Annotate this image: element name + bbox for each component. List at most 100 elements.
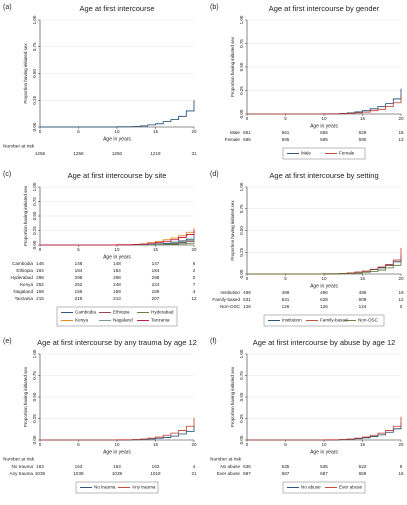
x-tick-label: 15 (153, 247, 159, 252)
x-tick-label: 5 (284, 442, 287, 447)
y-axis-label: Proportion having initiated sex (230, 36, 235, 97)
y-tick-label: 0.25 (239, 414, 244, 423)
risk-value: 184 (152, 268, 160, 273)
risk-value: 159 (36, 289, 44, 294)
risk-value: 1018 (150, 471, 161, 476)
risk-value: 535 (282, 464, 290, 469)
y-tick-label: 0.50 (239, 392, 244, 401)
y-axis-label: Proportion having initiated sex (230, 200, 235, 261)
legend-label: Cambodia (75, 310, 96, 315)
risk-value: 535 (243, 464, 251, 469)
risk-value: 687 (320, 471, 328, 476)
chart-title: Age at first intercourse by setting (269, 171, 378, 180)
risk-row-name: No trauma (12, 464, 34, 469)
risk-value: 535 (320, 464, 328, 469)
risk-value: 163 (152, 464, 160, 469)
y-axis-label: Proportion having initiated sex (23, 185, 28, 246)
x-tick-label: 0 (39, 442, 42, 447)
chart-title: Age at first intercourse by gender (269, 4, 380, 13)
risk-value: 1250 (112, 151, 123, 156)
risk-value: 499 (282, 290, 290, 295)
chart-title: Age at first intercourse (79, 4, 154, 13)
risk-value: 18 (398, 130, 404, 135)
x-tick-label: 0 (246, 276, 249, 281)
legend-box (75, 481, 159, 494)
risk-value: 1039 (73, 471, 84, 476)
legend-label: Male (301, 151, 311, 156)
risk-value: 163 (36, 464, 44, 469)
y-tick-label: 0.50 (239, 62, 244, 71)
y-tick-label: 0.75 (32, 42, 37, 51)
x-axis-label: Age in years (310, 283, 338, 289)
x-tick-label: 15 (153, 442, 159, 447)
risk-value: 148 (75, 261, 83, 266)
risk-value: 163 (75, 464, 83, 469)
risk-value: 184 (36, 268, 44, 273)
x-tick-label: 15 (153, 129, 159, 134)
risk-value: 609 (359, 297, 367, 302)
y-tick-label: 0.00 (239, 109, 244, 118)
y-tick-label: 0.25 (32, 95, 37, 104)
risk-title: Number at risk (3, 143, 35, 149)
legend-label: Family-based (320, 318, 348, 323)
risk-value: 148 (113, 261, 121, 266)
survival-line (40, 100, 195, 128)
risk-value: 163 (113, 464, 121, 469)
x-tick-label: 10 (114, 247, 120, 252)
legend-label: Hyderabad (151, 310, 174, 315)
risk-value: 655 (320, 130, 328, 135)
y-tick-label: 0.75 (239, 204, 244, 213)
y-tick-label: 0.50 (32, 69, 37, 78)
risk-value: 595 (320, 137, 328, 142)
y-tick-label: 0.75 (32, 197, 37, 206)
risk-value: 207 (152, 296, 160, 301)
chart-title: Age at first intercourse by any trauma b… (37, 338, 197, 347)
x-tick-label: 5 (77, 129, 80, 134)
risk-value: 1039 (35, 471, 46, 476)
risk-value: 499 (243, 290, 251, 295)
risk-row-name: Ethiopia (16, 268, 33, 273)
y-axis-label: Proportion having initiated sex (230, 366, 235, 427)
y-tick-label: 1.00 (32, 349, 37, 358)
legend-label: Tanzania (151, 318, 170, 323)
legend-box (282, 481, 366, 494)
risk-value: 7 (193, 282, 196, 287)
legend-label: Ever abuse (339, 485, 363, 490)
risk-value: 159 (75, 289, 83, 294)
risk-value: 215 (36, 296, 44, 301)
risk-value: 661 (243, 130, 251, 135)
panel-label: (f) (210, 338, 217, 345)
risk-value: 12 (191, 296, 197, 301)
y-tick-label: 1.00 (239, 349, 244, 358)
legend-label: Ethiopia (113, 310, 130, 315)
risk-value: 0 (193, 275, 196, 280)
risk-value: 631 (243, 297, 251, 302)
risk-value: 522 (359, 464, 367, 469)
risk-value: 126 (282, 304, 290, 309)
risk-value: 21 (191, 471, 197, 476)
legend-box (263, 314, 385, 327)
risk-row-name: No abuse (220, 464, 240, 469)
risk-row-name: Family-based (212, 297, 240, 302)
risk-value: 629 (359, 130, 367, 135)
risk-row-name: Tanzania (15, 296, 34, 301)
risk-value: 631 (282, 297, 290, 302)
risk-value: 661 (282, 130, 290, 135)
x-tick-label: 5 (77, 247, 80, 252)
risk-value: 628 (320, 297, 328, 302)
risk-value: 147 (152, 261, 160, 266)
risk-row-name: Hyderabad (11, 275, 34, 280)
risk-value: 1039 (112, 471, 123, 476)
risk-value: 159 (152, 289, 160, 294)
legend-label: Nagaland (113, 318, 133, 323)
panel-label: (d) (210, 171, 219, 178)
survival-line (40, 229, 195, 246)
risk-value: 252 (36, 282, 44, 287)
risk-row-name: Kenya (20, 282, 33, 287)
x-tick-label: 10 (321, 276, 327, 281)
chart-title: Age at first intercourse by site (68, 171, 167, 180)
y-tick-label: 0.00 (32, 122, 37, 131)
risk-value: 126 (320, 304, 328, 309)
x-axis-label: Age in years (103, 254, 131, 260)
